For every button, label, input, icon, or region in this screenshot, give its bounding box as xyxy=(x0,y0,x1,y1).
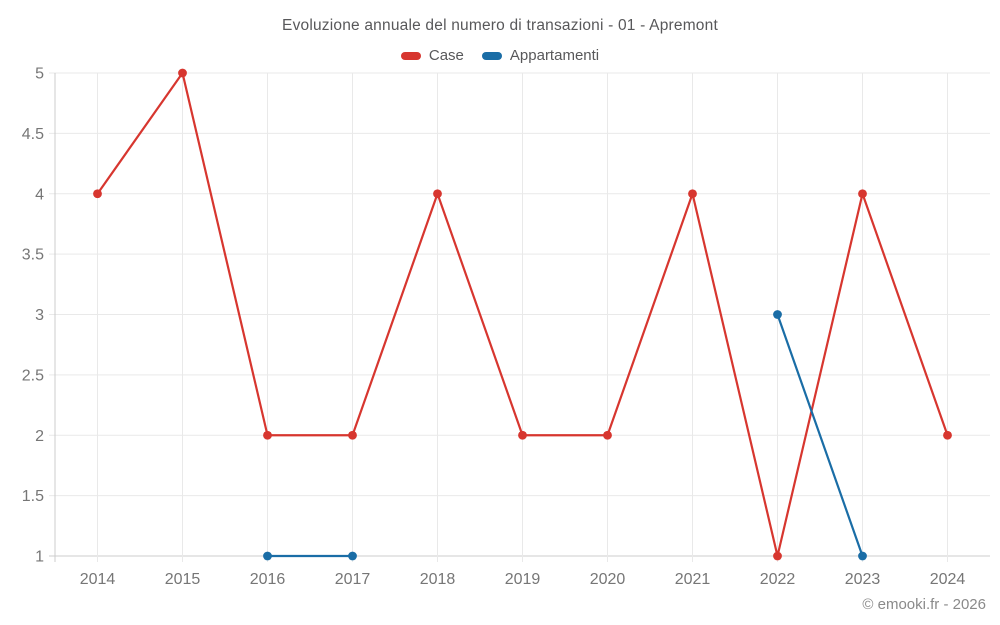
y-axis-tick-label: 4.5 xyxy=(22,126,44,143)
x-axis-tick-label: 2022 xyxy=(760,571,796,588)
y-axis-tick-label: 1.5 xyxy=(22,488,44,505)
data-point-case-2017[interactable] xyxy=(348,430,357,440)
x-axis-tick-label: 2019 xyxy=(505,571,541,588)
x-axis-tick-label: 2015 xyxy=(165,571,201,588)
x-axis-tick-label: 2014 xyxy=(80,571,116,588)
data-point-case-2022[interactable] xyxy=(773,551,782,561)
y-axis-tick-label: 3 xyxy=(35,307,44,324)
x-axis-tick-label: 2020 xyxy=(590,571,626,588)
credit-text: © emooki.fr - 2026 xyxy=(862,596,986,613)
data-point-case-2021[interactable] xyxy=(688,189,697,199)
data-point-case-2019[interactable] xyxy=(518,430,527,440)
x-axis-tick-label: 2024 xyxy=(930,571,966,588)
legend-swatch-case xyxy=(400,51,421,60)
data-point-appartamenti-2023[interactable] xyxy=(858,551,867,561)
data-point-case-2020[interactable] xyxy=(603,430,612,440)
x-axis-tick-label: 2021 xyxy=(675,571,711,588)
series-line-appartamenti xyxy=(776,313,864,558)
data-point-case-2016[interactable] xyxy=(263,430,272,440)
y-axis-tick-label: 3.5 xyxy=(22,247,44,264)
legend-item-appartamenti[interactable]: Appartamenti xyxy=(481,47,600,64)
x-axis-tick-label: 2023 xyxy=(845,571,881,588)
chart-title: Evoluzione annuale del numero di transaz… xyxy=(282,17,718,34)
y-axis-tick-label: 5 xyxy=(35,66,44,83)
legend-swatch-appartamenti xyxy=(481,51,502,60)
chart-legend: Case Appartamenti xyxy=(0,47,1000,64)
data-point-case-2015[interactable] xyxy=(178,68,187,78)
data-point-case-2023[interactable] xyxy=(858,189,867,199)
data-point-appartamenti-2022[interactable] xyxy=(773,310,782,319)
data-point-case-2018[interactable] xyxy=(433,189,442,199)
y-axis-tick-label: 2.5 xyxy=(22,367,44,384)
data-point-appartamenti-2017[interactable] xyxy=(348,551,357,561)
x-axis-tick-label: 2017 xyxy=(335,571,371,588)
legend-item-case[interactable]: Case xyxy=(400,47,464,64)
x-axis-tick-label: 2016 xyxy=(250,571,286,588)
legend-label: Case xyxy=(428,47,464,64)
x-axis-tick-label: 2018 xyxy=(420,571,456,588)
data-point-case-2024[interactable] xyxy=(943,430,952,440)
legend-label: Appartamenti xyxy=(509,47,600,64)
data-point-case-2014[interactable] xyxy=(93,189,102,199)
y-axis-tick-label: 4 xyxy=(35,186,44,203)
data-point-appartamenti-2016[interactable] xyxy=(263,551,272,561)
y-axis-tick-label: 1 xyxy=(35,549,44,566)
y-axis-tick-label: 2 xyxy=(35,428,44,445)
